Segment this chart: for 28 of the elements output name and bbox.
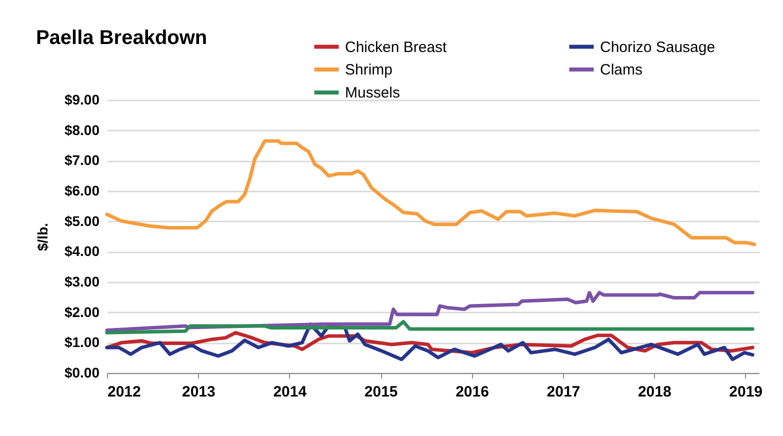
x-tick-label: 2017 [546,384,580,400]
y-tick-label: $9.00 [64,92,100,108]
line-series [105,320,754,334]
y-tick-label: $2.00 [64,304,100,320]
y-tick-label: $0.00 [64,364,100,380]
legend-label: Chorizo Sausage [600,38,716,56]
x-tick-label: 2014 [273,384,308,400]
y-tick-label: $3.00 [64,274,100,290]
x-tick-label: 2018 [638,384,672,400]
legend-label: Shrimp [345,62,393,78]
x-tick-label: 2013 [182,384,216,400]
y-tick-label: $5.00 [64,212,100,229]
y-tick-label: $1.00 [64,334,100,350]
x-tick-label: 2019 [729,384,763,400]
y-tick-label: $7.00 [64,152,100,168]
chart-title: Paella Breakdown [36,27,208,49]
line-series [105,139,756,246]
legend-label: Chicken Breast [345,38,448,56]
x-tick-label: 2016 [456,384,489,400]
legend-label: Mussels [345,84,400,102]
x-tick-label: 2015 [364,384,398,400]
y-tick-label: $8.00 [64,122,100,138]
y-tick-label: $4.00 [64,243,100,260]
y-axis-title: $/lb. [34,222,50,252]
x-tick-label: 2012 [108,384,141,400]
line-series [105,322,754,362]
y-tick-label: $6.00 [64,182,100,198]
legend-label: Clams [600,62,643,78]
